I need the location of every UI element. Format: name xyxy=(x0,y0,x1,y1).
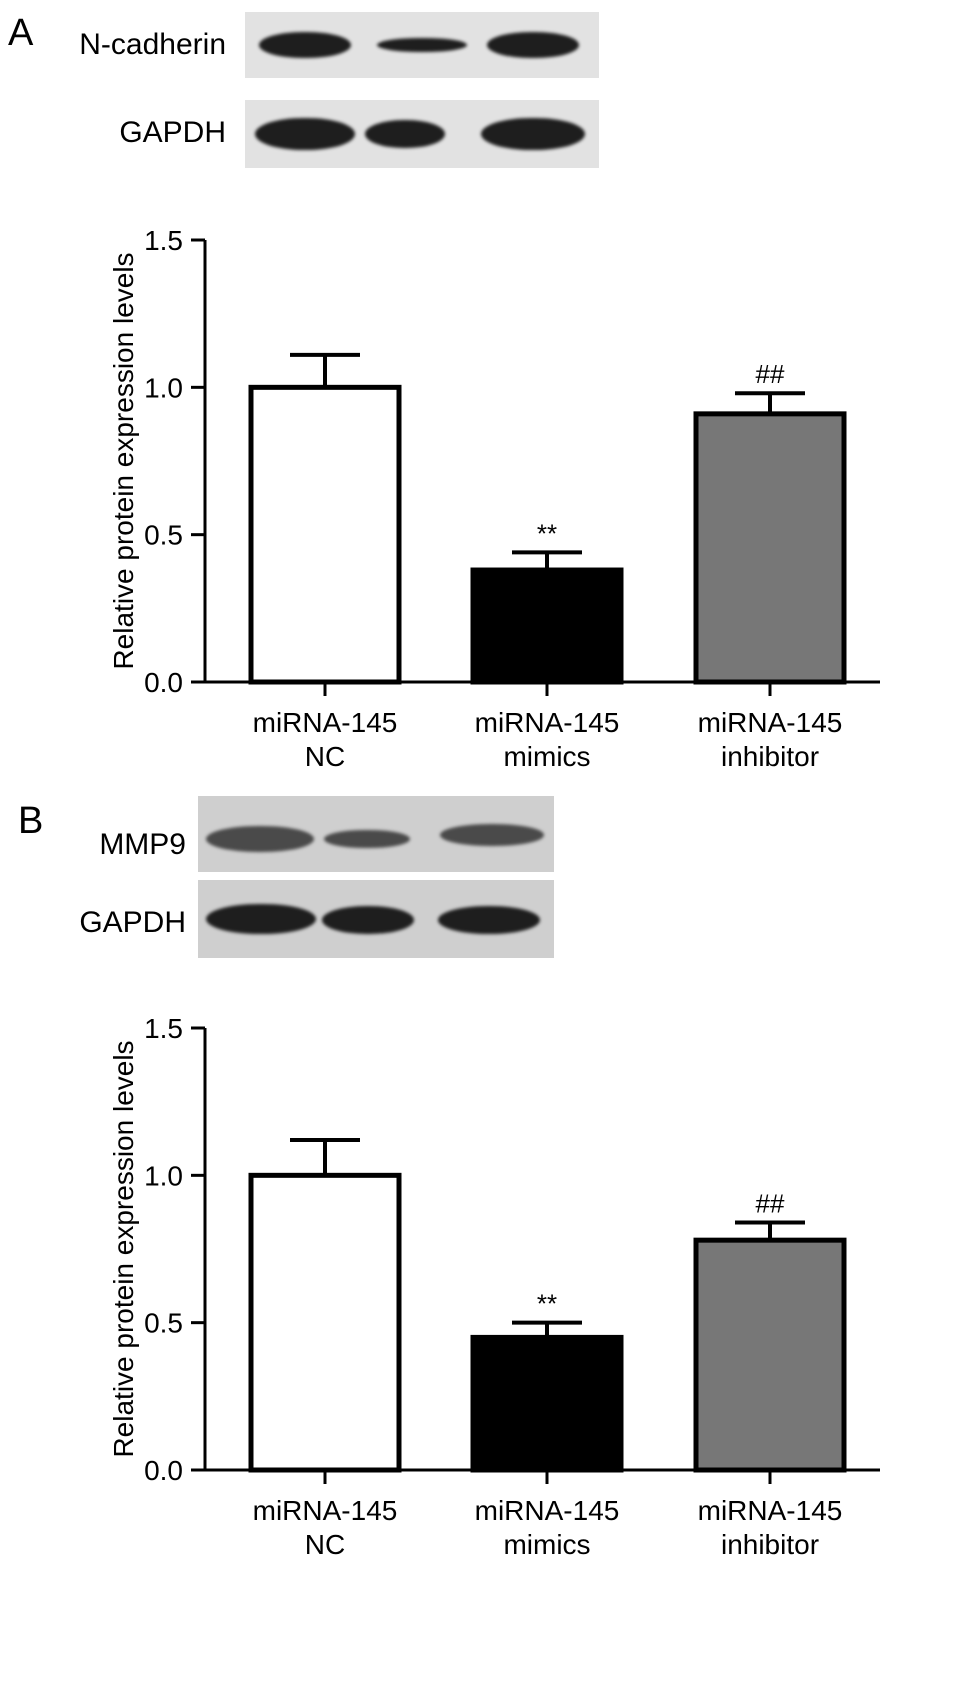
blot-band xyxy=(206,826,314,852)
x-tick-label: miRNA-145 xyxy=(698,707,843,738)
western-blot-gapdh-b xyxy=(198,880,554,958)
blot-label-n-cadherin: N-cadherin xyxy=(79,28,226,61)
western-blot-gapdh-a xyxy=(245,100,599,168)
x-tick-label: inhibitor xyxy=(721,1529,819,1560)
y-tick-label: 0.0 xyxy=(144,667,183,698)
y-axis-title: Relative protein expression levels xyxy=(108,252,139,669)
x-tick-label: NC xyxy=(305,1529,345,1560)
blot-band xyxy=(206,904,316,934)
blot-band xyxy=(440,824,544,846)
significance-label: ## xyxy=(756,1188,785,1218)
significance-label: ## xyxy=(756,359,785,389)
blot-band xyxy=(365,120,445,148)
x-tick-label: miRNA-145 xyxy=(253,1495,398,1526)
significance-label: ** xyxy=(537,1289,557,1319)
y-tick-label: 0.0 xyxy=(144,1455,183,1486)
blot-band xyxy=(259,32,351,58)
y-tick-label: 1.5 xyxy=(144,1013,183,1044)
blot-label-mmp9: MMP9 xyxy=(99,828,186,861)
panel-b-letter: B xyxy=(18,800,44,842)
x-tick-label: miRNA-145 xyxy=(698,1495,843,1526)
significance-label: ** xyxy=(537,518,557,548)
blot-band xyxy=(324,830,410,848)
bar xyxy=(248,384,402,685)
western-blot-mmp9 xyxy=(198,796,554,872)
western-blot-n-cadherin xyxy=(245,12,599,78)
y-tick-label: 1.5 xyxy=(144,225,183,256)
panel-a-letter: A xyxy=(8,12,34,54)
x-tick-label: mimics xyxy=(503,1529,590,1560)
blot-band xyxy=(377,38,467,52)
y-tick-label: 0.5 xyxy=(144,1308,183,1339)
blot-band xyxy=(481,118,585,150)
blot-band xyxy=(438,906,540,934)
x-tick-label: miRNA-145 xyxy=(475,1495,620,1526)
bar xyxy=(470,1334,624,1473)
x-tick-label: NC xyxy=(305,741,345,772)
y-tick-label: 1.0 xyxy=(144,372,183,403)
blot-band xyxy=(487,32,579,58)
bar xyxy=(248,1172,402,1473)
x-tick-label: miRNA-145 xyxy=(253,707,398,738)
x-tick-label: inhibitor xyxy=(721,741,819,772)
y-axis-title: Relative protein expression levels xyxy=(108,1040,139,1457)
x-tick-label: mimics xyxy=(503,741,590,772)
y-tick-label: 1.0 xyxy=(144,1160,183,1191)
x-tick-label: miRNA-145 xyxy=(475,707,620,738)
blot-label-gapdh-a: GAPDH xyxy=(119,116,226,149)
bar xyxy=(470,567,624,685)
bar xyxy=(693,1237,847,1473)
y-tick-label: 0.5 xyxy=(144,520,183,551)
bar xyxy=(693,411,847,685)
blot-label-gapdh-b: GAPDH xyxy=(79,906,186,939)
blot-band xyxy=(322,906,414,934)
blot-band xyxy=(255,118,355,150)
